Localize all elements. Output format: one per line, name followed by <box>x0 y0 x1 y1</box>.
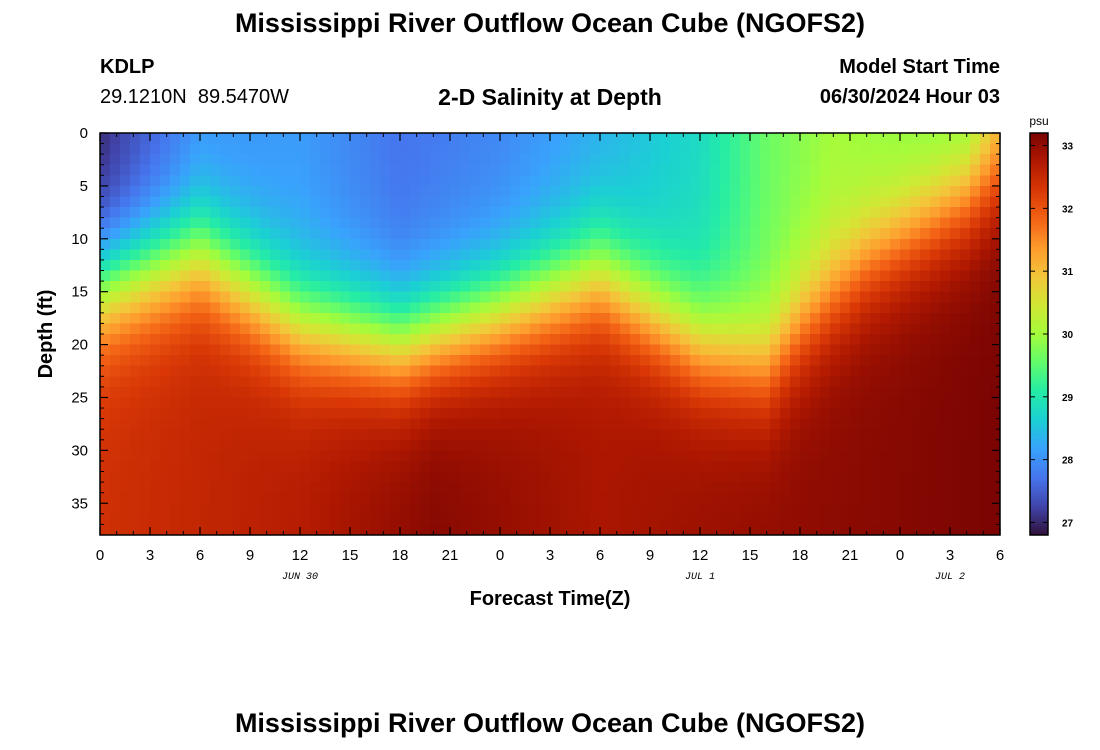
colorbar-tick-label: 28 <box>1062 456 1074 467</box>
chart-subtitle: 2-D Salinity at Depth <box>438 84 662 110</box>
colorbar-gradient <box>1030 133 1048 535</box>
x-tick-label: 15 <box>342 547 359 564</box>
colorbar-tick-label: 33 <box>1062 142 1074 153</box>
x-tick-label: 0 <box>96 547 104 564</box>
date-label: JUN 30 <box>282 572 318 583</box>
station-coordinates: 29.1210N 89.5470W <box>100 86 290 108</box>
x-tick-label: 18 <box>792 547 809 564</box>
x-tick-label: 6 <box>596 547 604 564</box>
y-tick-label: 0 <box>80 125 88 142</box>
colorbar-tick-label: 32 <box>1062 204 1074 215</box>
plot-frame <box>99 132 1001 536</box>
y-tick-label: 5 <box>80 178 88 195</box>
y-tick-label: 35 <box>71 495 88 512</box>
date-label: JUL 2 <box>935 572 965 583</box>
y-tick-label: 15 <box>71 284 88 301</box>
x-tick-label: 18 <box>392 547 409 564</box>
x-tick-label: 9 <box>246 547 254 564</box>
x-tick-label: 21 <box>442 547 459 564</box>
colorbar-tick-label: 27 <box>1062 518 1074 529</box>
colorbar-tick-label: 29 <box>1062 393 1074 404</box>
x-tick-label: 3 <box>146 547 154 564</box>
x-tick-label: 12 <box>292 547 309 564</box>
station-id: KDLP <box>100 56 155 78</box>
colorbar-tick-label: 30 <box>1062 330 1074 341</box>
model-start-label: Model Start Time <box>839 56 1000 78</box>
y-axis-label: Depth (ft) <box>35 290 57 379</box>
model-start-value: 06/30/2024 Hour 03 <box>819 86 1000 108</box>
page-title: Mississippi River Outflow Ocean Cube (NG… <box>234 8 866 38</box>
y-tick-label: 25 <box>71 389 88 406</box>
x-tick-label: 21 <box>842 547 859 564</box>
x-tick-label: 6 <box>996 547 1004 564</box>
y-tick-label: 20 <box>71 337 88 354</box>
x-tick-label: 12 <box>692 547 709 564</box>
colorbar-tick-label: 31 <box>1062 267 1074 278</box>
x-tick-label: 0 <box>496 547 504 564</box>
x-tick-label: 3 <box>946 547 954 564</box>
x-tick-label: 3 <box>546 547 554 564</box>
colorbar-unit: psu <box>1029 114 1048 128</box>
y-tick-label: 30 <box>71 442 88 459</box>
x-tick-label: 9 <box>646 547 654 564</box>
x-tick-label: 6 <box>196 547 204 564</box>
x-axis-label: Forecast Time(Z) <box>470 588 631 610</box>
x-tick-label: 0 <box>896 547 904 564</box>
x-tick-label: 15 <box>742 547 759 564</box>
footer-title: Mississippi River Outflow Ocean Cube (NG… <box>234 708 866 738</box>
date-label: JUL 1 <box>685 572 715 583</box>
salinity-heatmap <box>100 133 1000 535</box>
y-tick-label: 10 <box>71 231 88 248</box>
